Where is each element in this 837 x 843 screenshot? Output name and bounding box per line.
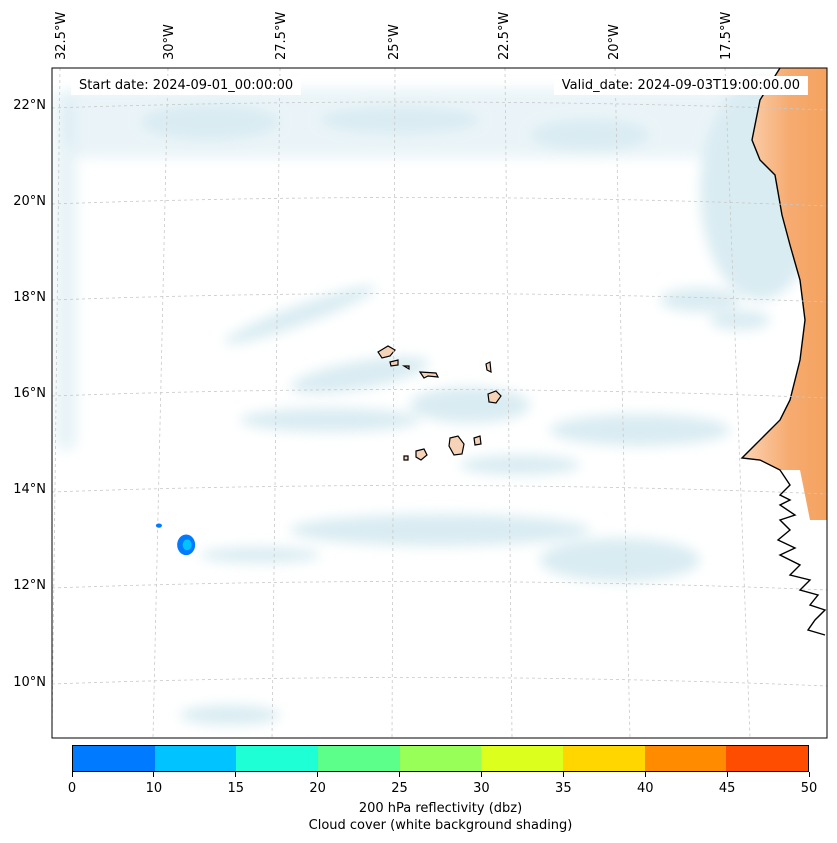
lat-label: 12°N bbox=[13, 578, 46, 593]
lat-label: 16°N bbox=[13, 386, 46, 401]
colorbar-segment bbox=[318, 746, 400, 771]
colorbar-tick-label: 40 bbox=[636, 781, 654, 796]
colorbar-tick bbox=[235, 772, 237, 777]
colorbar-tick bbox=[644, 772, 646, 777]
colorbar-sublabel: Cloud cover (white background shading) bbox=[308, 818, 573, 833]
reflectivity-echoes bbox=[155, 523, 196, 556]
colorbar-tick bbox=[726, 772, 728, 777]
colorbar-tick-label: 25 bbox=[391, 781, 408, 796]
colorbar-tick-label: 35 bbox=[555, 781, 572, 796]
echo-main-core bbox=[182, 539, 192, 551]
colorbar-label: 200 hPa reflectivity (dbz) bbox=[358, 801, 523, 816]
cloud-cover bbox=[55, 80, 820, 725]
lat-label: 20°N bbox=[13, 194, 46, 209]
africa-coastline bbox=[740, 68, 827, 636]
colorbar-segment bbox=[726, 746, 809, 771]
colorbar-segment bbox=[236, 746, 319, 771]
colorbar-tick-label: 45 bbox=[718, 781, 736, 796]
lon-label: 27.5°W bbox=[274, 11, 289, 60]
valid-date-label: Valid_date: 2024-09-03T19:00:00.00 bbox=[553, 76, 808, 95]
colorbar-segment bbox=[154, 746, 237, 771]
africa-land bbox=[742, 68, 827, 520]
echo-small bbox=[155, 523, 162, 528]
colorbar-tick bbox=[480, 772, 482, 777]
map-frame bbox=[51, 67, 828, 739]
colorbar-tick-label: 10 bbox=[145, 781, 163, 796]
lat-label: 18°N bbox=[13, 290, 46, 305]
lat-label: 22°N bbox=[13, 98, 46, 113]
colorbar-segment bbox=[481, 746, 564, 771]
colorbar-segment bbox=[644, 746, 727, 771]
start-date-label: Start date: 2024-09-01_00:00:00 bbox=[71, 76, 302, 95]
lat-label: 14°N bbox=[13, 482, 46, 497]
reflectivity-colorbar bbox=[72, 745, 809, 772]
lon-label: 30°W bbox=[162, 24, 177, 60]
lon-label: 20°W bbox=[607, 24, 622, 60]
colorbar-tick bbox=[562, 772, 564, 777]
cape-verde-islands bbox=[377, 345, 502, 461]
colorbar-segment bbox=[563, 746, 645, 771]
colorbar-tick-label: 50 bbox=[800, 781, 818, 796]
colorbar-tick-label: 20 bbox=[309, 781, 326, 796]
lon-label: 32.5°W bbox=[54, 11, 69, 60]
colorbar-tick-label: 0 bbox=[67, 781, 77, 796]
colorbar-tick bbox=[153, 772, 155, 777]
lon-label: 22.5°W bbox=[497, 11, 512, 60]
graticule bbox=[52, 68, 827, 738]
lat-label: 10°N bbox=[13, 675, 46, 690]
colorbar-tick bbox=[71, 772, 73, 777]
colorbar-tick bbox=[808, 772, 810, 777]
colorbar-tick-label: 30 bbox=[473, 781, 490, 796]
colorbar-tick bbox=[399, 772, 401, 777]
colorbar-segment bbox=[73, 746, 155, 771]
colorbar-tick-label: 15 bbox=[227, 781, 245, 796]
lon-label: 25°W bbox=[387, 24, 402, 60]
colorbar-segment bbox=[399, 746, 482, 771]
lon-label: 17.5°W bbox=[719, 11, 734, 60]
colorbar-tick bbox=[317, 772, 319, 777]
